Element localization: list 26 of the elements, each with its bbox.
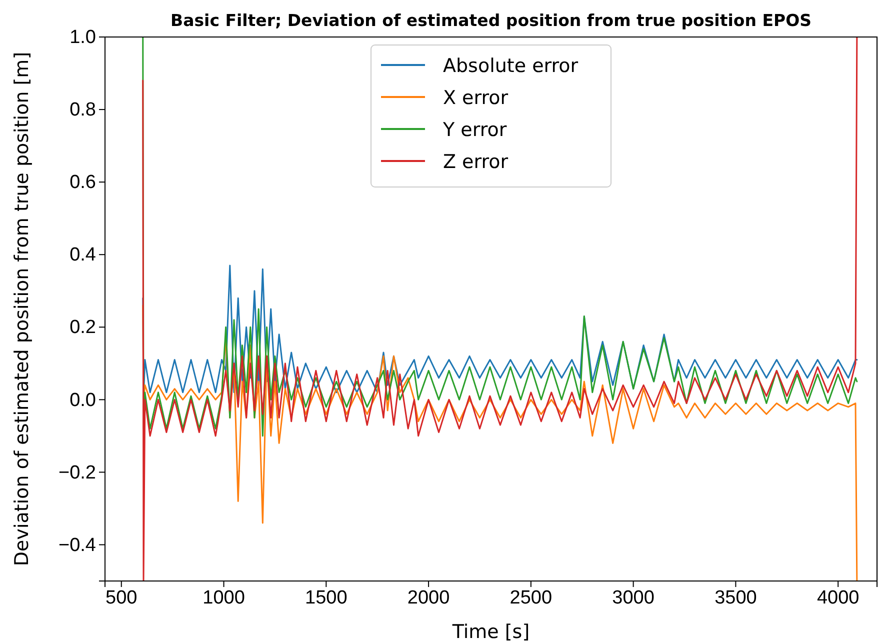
line-series <box>142 304 858 581</box>
y-tick-label: 0.6 <box>70 172 96 194</box>
y-tick-label: 1.0 <box>70 27 96 48</box>
y-tick-label: 0.4 <box>70 244 96 266</box>
line-series <box>142 37 858 437</box>
x-tick-label: 3500 <box>714 587 757 608</box>
legend-label: X error <box>443 87 508 109</box>
y-tick-label: −0.4 <box>58 534 96 556</box>
y-tick-label: 0.8 <box>70 100 96 121</box>
y-tick-label: 0.2 <box>70 317 96 338</box>
x-axis-title: Time [s] <box>451 621 530 643</box>
x-tick-label: 2000 <box>407 587 450 608</box>
x-tick-label: 2500 <box>510 587 552 608</box>
x-tick-label: 3000 <box>612 587 654 608</box>
x-tick-label: 500 <box>106 587 138 608</box>
x-tick-label: 1000 <box>202 587 245 608</box>
legend-label: Absolute error <box>443 55 578 77</box>
x-tick-label: 4000 <box>816 587 860 608</box>
chart-title: Basic Filter; Deviation of estimated position from true position EPOS <box>170 11 812 30</box>
y-tick-label: 0.0 <box>70 390 96 411</box>
legend-label: Z error <box>443 151 508 173</box>
line-series <box>142 37 858 581</box>
x-tick-label: 1500 <box>305 587 348 608</box>
legend-label: Y error <box>442 119 507 141</box>
y-tick-label: −0.2 <box>58 462 96 484</box>
y-axis-title: Deviation of estimated position from true position [m] <box>11 52 33 566</box>
